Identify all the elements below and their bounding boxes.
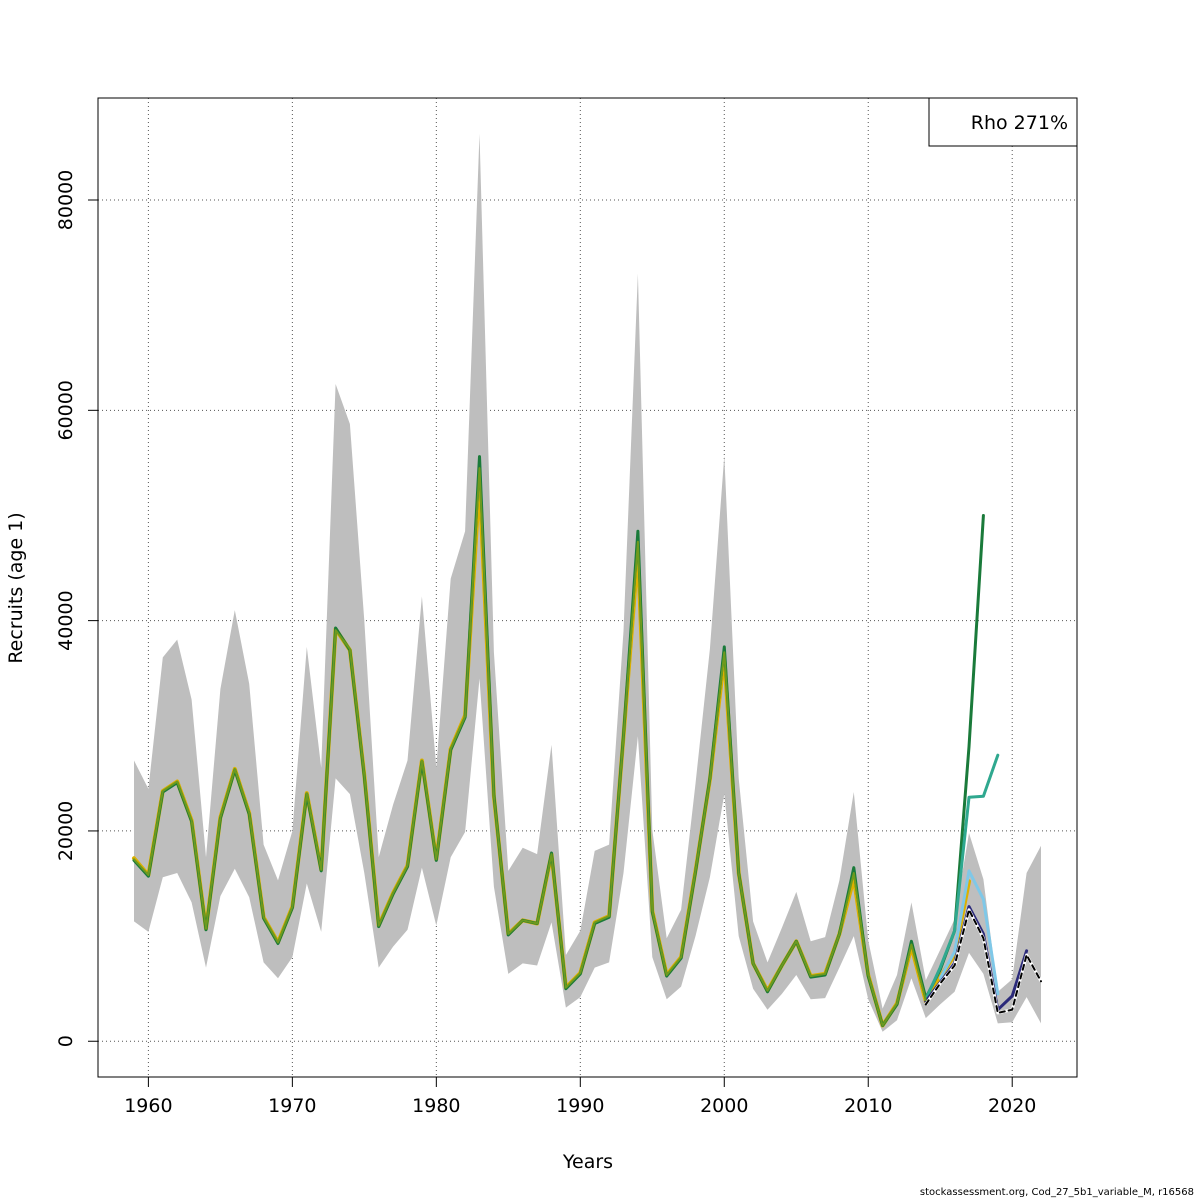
footnote: stockassessment.org, Cod_27_5b1_variable… [919,1187,1194,1198]
x-tick-label: 1980 [412,1095,460,1117]
series-line-teal [924,753,1000,1001]
legend: Rho 271% [928,97,1078,147]
legend-rho-text: Rho 271% [971,112,1068,134]
y-tick-label: 0 [55,1035,77,1047]
confidence-band-layer [134,133,1041,1032]
y-axis-title: Recruits (age 1) [5,512,27,663]
axes: 1960 1970 1980 1990 2000 2010 2020 0 20000 40000 6… [55,170,1036,1117]
x-tick-label: 1970 [268,1095,316,1117]
x-tick-label: 2010 [844,1095,892,1117]
legend-box [928,97,1078,147]
x-tick-label: 1960 [124,1095,172,1117]
series-line-olive-green [133,467,927,1027]
x-tick-label: 2020 [988,1095,1036,1117]
plot-frame [97,97,1078,1078]
y-tick-label: 40000 [55,590,77,650]
y-tick-label: 60000 [55,380,77,440]
confidence-band [134,133,1041,1032]
y-tick-label: 20000 [55,801,77,861]
x-axis-title: Years [562,1151,613,1173]
series-line-base-run [924,908,1042,1014]
series-layer [132,455,1043,1028]
y-tick-label: 80000 [55,170,77,230]
series-line-light-blue [938,869,1000,996]
x-tick-label: 2000 [700,1095,748,1117]
x-tick-label: 1990 [556,1095,604,1117]
